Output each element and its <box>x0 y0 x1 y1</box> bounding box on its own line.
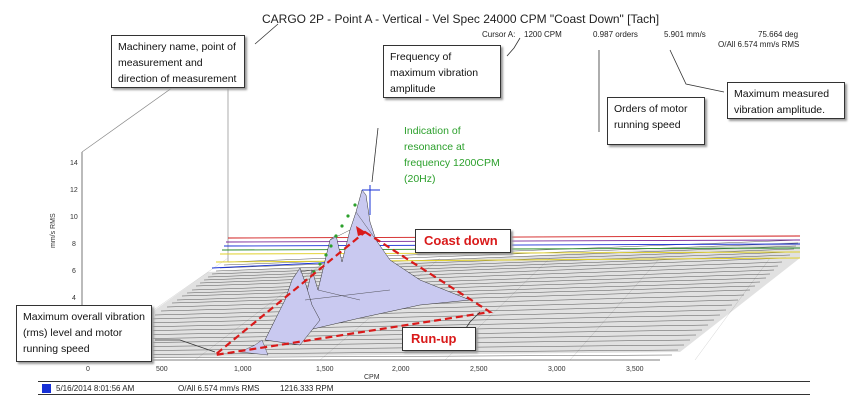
x-tick: 1,000 <box>234 366 252 373</box>
cursor-phase: 75.664 deg <box>758 30 799 39</box>
z-tick: 10 <box>70 214 78 221</box>
callout-resonance: Indication of resonance at frequency 120… <box>404 125 500 185</box>
callout-machinery: Machinery name, point of measurement and… <box>111 35 245 88</box>
x-tick: 3,000 <box>548 366 566 373</box>
cursor-overall: O/All 6.574 mm/s RMS <box>718 40 800 49</box>
z-tick: 4 <box>72 295 76 302</box>
status-timestamp: 5/16/2014 8:01:56 AM <box>56 384 135 393</box>
resonance-dots <box>312 203 357 274</box>
cursor-label: Cursor A: <box>482 30 516 39</box>
coast-down-runup-triangle <box>211 230 494 357</box>
status-overall: O/All 6.574 mm/s RMS <box>178 384 260 393</box>
x-tick: 2,000 <box>392 366 410 373</box>
coast-down-arrowhead <box>356 226 367 236</box>
callout-frequency: Frequency of maximum vibration amplitude <box>383 45 501 98</box>
color-bands <box>211 235 801 269</box>
cursor-amplitude: 5.901 mm/s <box>664 30 706 39</box>
x-axis-label: CPM <box>364 374 380 381</box>
z-tick: 14 <box>70 160 78 167</box>
x-tick: 2,500 <box>470 366 488 373</box>
callout-overall: Maximum overall vibration (rms) level an… <box>16 305 152 362</box>
x-tick: 3,500 <box>626 366 644 373</box>
cursor-orders: 0.987 orders <box>593 30 638 39</box>
z-tick: 12 <box>70 187 78 194</box>
x-tick: 500 <box>156 366 168 373</box>
z-axis-label: mm/s RMS <box>50 213 57 248</box>
status-color-swatch <box>42 384 51 393</box>
status-bar: 5/16/2014 8:01:56 AM O/All 6.574 mm/s RM… <box>38 381 810 395</box>
x-tick: 0 <box>86 366 90 373</box>
cursor-frequency: 1200 CPM <box>524 30 562 39</box>
resonance-peaks <box>239 189 471 356</box>
z-tick: 8 <box>72 241 76 248</box>
z-tick: 6 <box>72 268 76 275</box>
status-speed: 1216.333 RPM <box>280 384 334 393</box>
callout-orders: Orders of motor running speed <box>607 97 705 145</box>
x-tick: 1,500 <box>316 366 334 373</box>
run-up-label: Run-up <box>402 327 476 351</box>
callout-amplitude: Maximum measured vibration amplitude. <box>727 82 845 119</box>
chart-title: CARGO 2P - Point A - Vertical - Vel Spec… <box>262 12 660 26</box>
coast-down-label: Coast down <box>415 229 511 253</box>
